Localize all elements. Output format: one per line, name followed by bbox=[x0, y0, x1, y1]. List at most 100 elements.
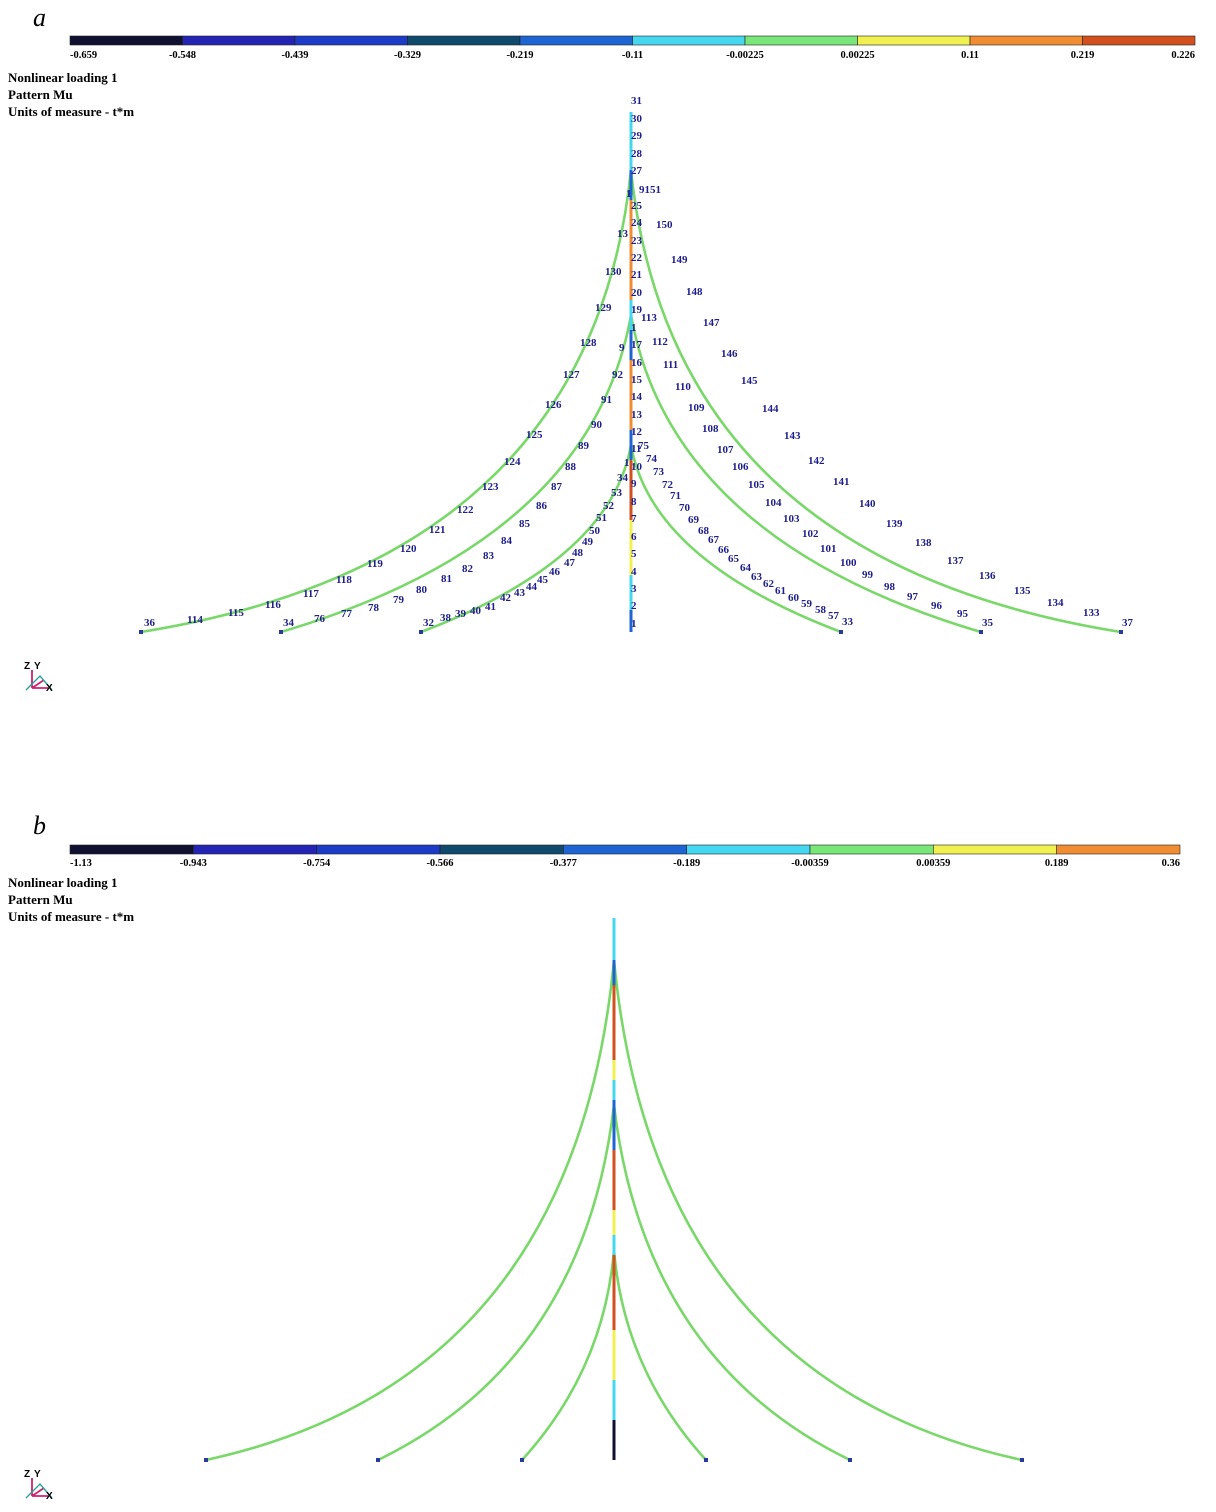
panel-a-color-scale: -0.659 -0.548 -0.439 -0.329 -0.219 -0.11 -0.00… bbox=[69, 35, 1196, 61]
axis-arrows-icon bbox=[31, 670, 48, 689]
scale-swatch bbox=[316, 844, 441, 855]
node-number-label: 65 bbox=[728, 553, 740, 565]
node-number-label: 9 bbox=[619, 342, 625, 354]
scale-swatch bbox=[193, 844, 317, 855]
support-node bbox=[1020, 1458, 1024, 1462]
node-number-label: 31 bbox=[631, 95, 642, 107]
scale-tick-label: 0.00359 bbox=[916, 858, 950, 869]
scale-tick-label: -0.566 bbox=[426, 858, 453, 869]
node-number-label: 112 bbox=[652, 336, 668, 348]
node-number-label: 44 bbox=[526, 581, 538, 593]
node-number-label: 9151 bbox=[639, 184, 661, 196]
scale-tick-label: -0.943 bbox=[180, 858, 207, 869]
scale-tick-label: 0.00225 bbox=[840, 50, 874, 61]
node-number-label: 138 bbox=[915, 537, 932, 549]
header-line-units: Units of measure - t*m bbox=[8, 909, 134, 924]
support-node bbox=[139, 630, 143, 634]
node-number-label: 126 bbox=[545, 399, 562, 411]
node-number-label: 106 bbox=[732, 461, 749, 473]
node-number-label: 50 bbox=[589, 525, 601, 537]
node-number-label: 11 bbox=[631, 443, 641, 455]
node-number-label: 7 bbox=[631, 513, 637, 525]
node-number-label: 103 bbox=[783, 513, 800, 525]
scale-tick-label: 0.189 bbox=[1045, 858, 1069, 869]
arch-curve bbox=[612, 1249, 707, 1461]
node-number-label: 48 bbox=[572, 547, 584, 559]
node-number-label: 115 bbox=[228, 607, 244, 619]
node-number-label: 28 bbox=[631, 148, 643, 160]
scale-tick-label: 0.11 bbox=[961, 50, 979, 61]
scale-tick-label: -0.659 bbox=[70, 50, 97, 61]
node-number-label: 111 bbox=[663, 359, 678, 371]
panel-a-letter: a bbox=[33, 3, 46, 32]
scale-tick-label: -0.11 bbox=[622, 50, 643, 61]
node-number-label: 102 bbox=[802, 528, 819, 540]
node-number-label: 109 bbox=[688, 402, 705, 414]
node-number-label: 66 bbox=[718, 544, 730, 556]
node-number-label: 46 bbox=[549, 566, 561, 578]
node-number-label: 5 bbox=[631, 548, 637, 560]
node-number-label: 13 bbox=[617, 228, 629, 240]
support-node bbox=[419, 630, 423, 634]
scale-tick-label: -0.439 bbox=[281, 50, 308, 61]
node-number-label: 101 bbox=[820, 543, 837, 555]
node-number-label: 139 bbox=[886, 518, 903, 530]
node-number-label: 71 bbox=[670, 490, 681, 502]
arch-curve bbox=[612, 959, 1023, 1462]
scale-swatch bbox=[809, 844, 934, 855]
node-number-label: 27 bbox=[631, 165, 643, 177]
node-number-label: 53 bbox=[611, 487, 623, 499]
node-number-label: 10 bbox=[631, 461, 643, 473]
support-node bbox=[279, 630, 283, 634]
node-number-label: 3 bbox=[631, 583, 637, 595]
scale-tick-label: -0.00225 bbox=[726, 50, 764, 61]
node-number-label: 58 bbox=[815, 604, 827, 616]
axis-z-label: Z bbox=[24, 661, 30, 672]
axis-arrows-icon bbox=[31, 1478, 48, 1497]
node-number-label: 150 bbox=[656, 219, 673, 231]
node-number-label: 90 bbox=[591, 419, 603, 431]
node-number-label: 45 bbox=[537, 574, 549, 586]
node-number-label: 41 bbox=[485, 601, 496, 613]
node-number-label: 84 bbox=[501, 535, 513, 547]
node-number-label: 75 bbox=[638, 440, 650, 452]
panel-b-structure bbox=[204, 918, 1024, 1462]
node-number-label: 25 bbox=[631, 200, 643, 212]
node-number-label: 108 bbox=[702, 423, 719, 435]
node-number-label: 117 bbox=[303, 588, 319, 600]
scale-tick-label: -0.219 bbox=[506, 50, 533, 61]
node-number-label: 89 bbox=[578, 440, 590, 452]
arch-curve bbox=[205, 959, 616, 1462]
support-node bbox=[1119, 630, 1123, 634]
node-number-label: 145 bbox=[741, 375, 758, 387]
scale-swatch bbox=[969, 35, 1083, 46]
panel-b-letter: b bbox=[33, 811, 46, 840]
scale-swatch bbox=[933, 844, 1057, 855]
node-number-label: 23 bbox=[631, 235, 643, 247]
node-number-label: 135 bbox=[1014, 585, 1031, 597]
scale-tick-label: -0.00359 bbox=[791, 858, 829, 869]
node-number-label: 73 bbox=[653, 466, 665, 478]
panel-b-color-scale: -1.13 -0.943 -0.754 -0.566 -0.377 -0.189 -0.00… bbox=[69, 844, 1181, 869]
node-number-label: 15 bbox=[631, 374, 643, 386]
arch-curve bbox=[280, 314, 633, 634]
scale-swatch bbox=[1056, 844, 1181, 855]
node-number-label: 1 bbox=[624, 457, 630, 469]
arch-curve bbox=[140, 169, 633, 634]
header-line-loading: Nonlinear loading 1 bbox=[8, 70, 118, 85]
axis-x-label: X bbox=[46, 683, 53, 694]
node-number-label: 77 bbox=[341, 608, 353, 620]
axis-z-label: Z bbox=[24, 1469, 30, 1480]
node-number-label: 69 bbox=[688, 514, 700, 526]
scale-swatch bbox=[182, 35, 296, 46]
header-line-pattern: Pattern Mu bbox=[8, 892, 73, 907]
node-number-label: 16 bbox=[631, 357, 643, 369]
node-number-label: 38 bbox=[440, 612, 452, 624]
node-number-label: 14 bbox=[631, 391, 643, 403]
scale-tick-label: -0.377 bbox=[550, 858, 577, 869]
node-number-label: 107 bbox=[717, 444, 734, 456]
scale-swatch bbox=[69, 35, 183, 46]
support-node bbox=[520, 1458, 524, 1462]
node-number-label: 105 bbox=[748, 479, 765, 491]
